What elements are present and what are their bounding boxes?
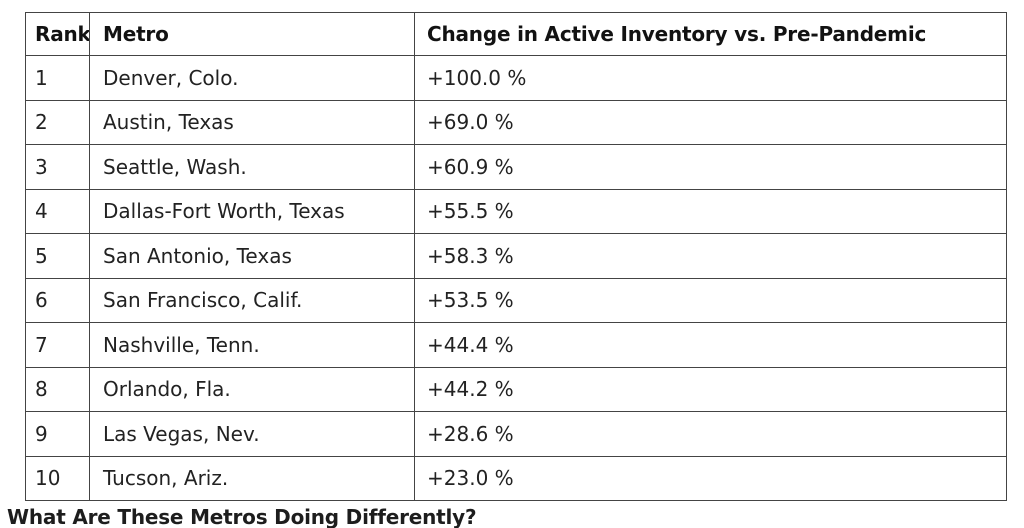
metro-cell: Tucson, Ariz. bbox=[89, 455, 415, 501]
table-row: 10 Tucson, Ariz. +23.0 % bbox=[25, 455, 1007, 501]
column-header-rank: Rank bbox=[25, 12, 90, 56]
table-header: Rank Metro Change in Active Inventory vs… bbox=[25, 12, 1007, 56]
rank-cell: 2 bbox=[25, 99, 90, 145]
rank-cell: 7 bbox=[25, 322, 90, 368]
rank-cell: 6 bbox=[25, 277, 90, 323]
rank-cell: 8 bbox=[25, 366, 90, 412]
change-cell: +100.0 % bbox=[414, 55, 1007, 101]
table-row: 6 San Francisco, Calif. +53.5 % bbox=[25, 277, 1007, 323]
page: Rank Metro Change in Active Inventory vs… bbox=[0, 12, 1024, 528]
change-cell: +23.0 % bbox=[414, 455, 1007, 501]
table-row: 4 Dallas-Fort Worth, Texas +55.5 % bbox=[25, 188, 1007, 234]
metro-cell: Seattle, Wash. bbox=[89, 144, 415, 190]
table-row: 2 Austin, Texas +69.0 % bbox=[25, 99, 1007, 145]
table-row: 7 Nashville, Tenn. +44.4 % bbox=[25, 322, 1007, 368]
table-body: 1 Denver, Colo. +100.0 % 2 Austin, Texas… bbox=[25, 55, 1007, 501]
rank-cell: 1 bbox=[25, 55, 90, 101]
rank-cell: 10 bbox=[25, 455, 90, 501]
column-header-change: Change in Active Inventory vs. Pre-Pande… bbox=[414, 12, 1007, 56]
section-heading: What Are These Metros Doing Differently? bbox=[7, 505, 477, 528]
change-cell: +53.5 % bbox=[414, 277, 1007, 323]
table-row: 9 Las Vegas, Nev. +28.6 % bbox=[25, 411, 1007, 457]
inventory-change-table: Rank Metro Change in Active Inventory vs… bbox=[25, 12, 1007, 501]
change-cell: +55.5 % bbox=[414, 188, 1007, 234]
rank-cell: 5 bbox=[25, 233, 90, 279]
rank-cell: 9 bbox=[25, 411, 90, 457]
metro-cell: San Antonio, Texas bbox=[89, 233, 415, 279]
rank-cell: 3 bbox=[25, 144, 90, 190]
change-cell: +44.2 % bbox=[414, 366, 1007, 412]
change-cell: +28.6 % bbox=[414, 411, 1007, 457]
change-cell: +44.4 % bbox=[414, 322, 1007, 368]
metro-cell: San Francisco, Calif. bbox=[89, 277, 415, 323]
rank-cell: 4 bbox=[25, 188, 90, 234]
metro-cell: Denver, Colo. bbox=[89, 55, 415, 101]
header-row: Rank Metro Change in Active Inventory vs… bbox=[25, 12, 1007, 56]
change-cell: +60.9 % bbox=[414, 144, 1007, 190]
metro-cell: Nashville, Tenn. bbox=[89, 322, 415, 368]
metro-cell: Dallas-Fort Worth, Texas bbox=[89, 188, 415, 234]
table-row: 5 San Antonio, Texas +58.3 % bbox=[25, 233, 1007, 279]
change-cell: +69.0 % bbox=[414, 99, 1007, 145]
metro-cell: Austin, Texas bbox=[89, 99, 415, 145]
change-cell: +58.3 % bbox=[414, 233, 1007, 279]
column-header-metro: Metro bbox=[89, 12, 415, 56]
table-row: 3 Seattle, Wash. +60.9 % bbox=[25, 144, 1007, 190]
table-row: 8 Orlando, Fla. +44.2 % bbox=[25, 366, 1007, 412]
metro-cell: Orlando, Fla. bbox=[89, 366, 415, 412]
table-row: 1 Denver, Colo. +100.0 % bbox=[25, 55, 1007, 101]
metro-cell: Las Vegas, Nev. bbox=[89, 411, 415, 457]
